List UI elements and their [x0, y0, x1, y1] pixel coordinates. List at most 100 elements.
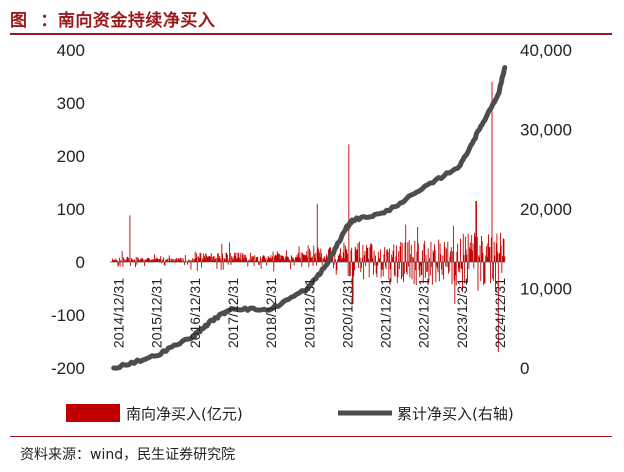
net-buy-bar — [422, 262, 424, 284]
net-buy-bar — [457, 262, 459, 272]
net-buy-bar — [310, 257, 312, 262]
net-buy-bar — [367, 247, 369, 262]
net-buy-bar — [229, 253, 231, 262]
net-buy-bar — [455, 262, 457, 286]
net-buy-bar — [387, 249, 388, 262]
net-buy-bar — [113, 260, 115, 262]
net-buy-bar — [172, 259, 174, 262]
net-buy-bar — [154, 259, 156, 262]
net-buy-bar — [412, 257, 414, 262]
net-buy-bar — [307, 256, 308, 262]
net-buy-bar — [302, 254, 304, 262]
net-buy-bar — [203, 253, 205, 262]
chart: 400 300 200 100 0 -100 -200 40,000 30,000 20,000… — [51, 41, 572, 423]
net-buy-bar — [333, 262, 335, 265]
net-buy-bar — [364, 251, 366, 262]
net-buy-bar — [254, 255, 256, 262]
net-buy-bar — [128, 258, 129, 262]
net-buy-bar — [335, 262, 337, 275]
net-buy-bar — [222, 253, 223, 262]
net-buy-bar — [420, 262, 422, 276]
net-buy-bar — [276, 255, 278, 262]
net-buy-bar — [167, 258, 169, 262]
net-buy-bar — [458, 262, 460, 268]
net-buy-bar — [316, 203, 318, 262]
net-buy-bar — [445, 248, 447, 262]
net-buy-bar — [252, 256, 254, 262]
net-buy-bar — [298, 246, 300, 262]
net-buy-bar — [398, 262, 400, 270]
net-buy-bar — [361, 262, 362, 268]
net-buy-bar — [204, 258, 206, 262]
net-buy-bar — [272, 251, 274, 262]
net-buy-bar — [119, 262, 121, 267]
net-buy-bar — [411, 262, 413, 280]
net-buy-bar — [380, 262, 382, 278]
net-buy-bar — [406, 262, 408, 275]
net-buy-bar — [201, 262, 202, 268]
net-buy-bar — [131, 259, 133, 262]
net-buy-bar — [137, 257, 139, 262]
net-buy-bar — [316, 262, 318, 266]
net-buy-bar — [482, 253, 484, 262]
net-buy-bar — [238, 257, 240, 262]
net-buy-bar — [377, 251, 379, 262]
net-buy-bar — [368, 262, 370, 278]
net-buy-bar — [347, 262, 349, 276]
net-buy-bar — [205, 253, 207, 262]
net-buy-bar — [188, 259, 190, 262]
net-buy-bar — [179, 257, 181, 262]
net-buy-bar — [365, 244, 367, 262]
net-buy-bar — [436, 262, 438, 269]
source-note: 资料来源：wind，民生证券研究院 — [20, 447, 236, 463]
net-buy-bar — [363, 255, 365, 262]
net-buy-bar — [121, 260, 122, 262]
net-buy-bar — [449, 256, 451, 262]
net-buy-bar — [301, 262, 303, 267]
net-buy-bar — [478, 256, 480, 262]
net-buy-bar — [403, 262, 405, 283]
net-buy-bar — [398, 251, 400, 262]
net-buy-bar — [374, 262, 376, 266]
net-buy-bar — [248, 260, 249, 262]
net-buy-bar — [422, 250, 423, 262]
net-buy-bar — [296, 254, 298, 262]
net-buy-bar — [389, 248, 391, 262]
net-buy-bar — [469, 242, 471, 262]
net-buy-bar — [397, 262, 399, 278]
net-buy-bar — [300, 252, 302, 262]
net-buy-bar — [264, 256, 266, 262]
net-buy-bar — [139, 258, 141, 262]
net-buy-bar — [485, 255, 487, 262]
net-buy-bar — [462, 262, 463, 293]
net-buy-bar — [295, 257, 297, 262]
net-buy-bar — [198, 256, 200, 262]
net-buy-bar — [356, 249, 358, 262]
net-buy-bar — [194, 259, 195, 262]
net-buy-bar — [466, 254, 468, 262]
net-buy-bar — [372, 258, 374, 262]
net-buy-bar — [288, 259, 290, 262]
net-buy-bar — [241, 260, 242, 262]
net-buy-bar — [208, 256, 209, 262]
left-axis: 400 300 200 100 0 -100 -200 — [51, 41, 85, 378]
net-buy-bar — [245, 254, 247, 262]
net-buy-bar — [438, 262, 440, 282]
net-buy-bar — [499, 232, 501, 262]
net-buy-bar — [295, 256, 296, 262]
net-buy-bar — [263, 255, 265, 262]
net-buy-bar — [125, 260, 127, 262]
x-tick-label: 2021/12/31 — [378, 278, 394, 348]
net-buy-bar — [124, 258, 126, 262]
net-buy-bar — [340, 256, 342, 262]
net-buy-bar — [318, 252, 320, 262]
net-buy-bar — [311, 258, 313, 262]
net-buy-bar — [162, 259, 164, 262]
net-buy-bar — [175, 257, 177, 262]
net-buy-bar — [210, 253, 212, 262]
net-buy-bar — [409, 262, 411, 278]
net-buy-bar — [118, 257, 120, 262]
net-buy-bar — [233, 259, 235, 262]
net-buy-bar — [471, 235, 473, 262]
net-buy-bar — [284, 258, 286, 262]
